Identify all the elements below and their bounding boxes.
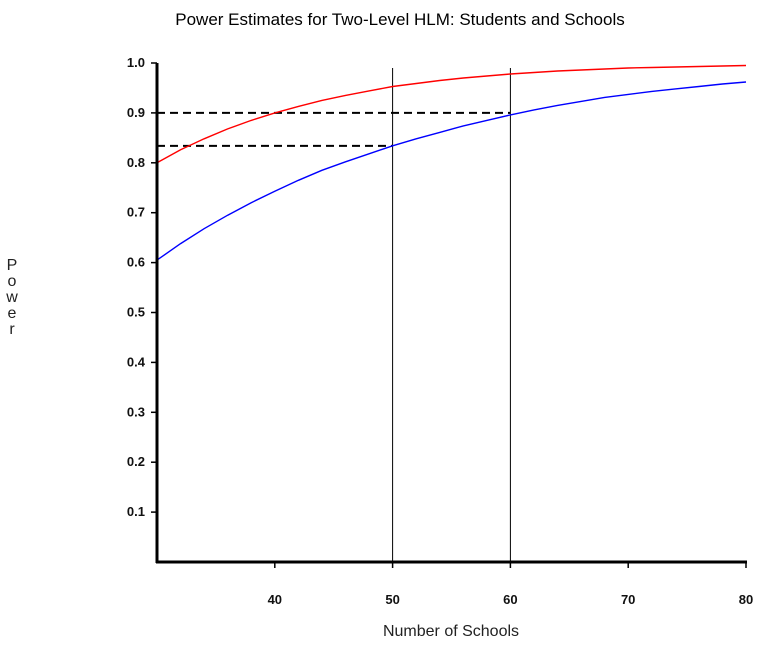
x-axis-ticks: 40 50 60 70 80 [268, 562, 753, 607]
y-axis-label-char: e [8, 305, 17, 322]
y-tick-label: 0.3 [127, 404, 145, 419]
y-tick-label: 1.0 [127, 55, 145, 70]
y-tick-label: 0.9 [127, 105, 145, 120]
y-axis-label-char: o [8, 273, 17, 290]
y-tick-label: 0.4 [127, 354, 146, 369]
series-lines [156, 64, 747, 261]
chart-title: Power Estimates for Two-Level HLM: Stude… [175, 10, 624, 29]
reference-lines [157, 68, 511, 562]
axes [155, 63, 747, 564]
y-tick-label: 0.6 [127, 255, 145, 270]
y-tick-label: 0.2 [127, 454, 145, 469]
y-tick-label: 0.1 [127, 504, 145, 519]
y-axis-label-char: P [7, 257, 18, 274]
y-axis-label-char: w [5, 289, 18, 306]
series-line-1 [156, 64, 747, 164]
y-axis-label-char: r [9, 321, 15, 338]
x-axis-label: Number of Schools [383, 623, 519, 640]
x-tick-label: 50 [385, 592, 399, 607]
x-tick-label: 60 [503, 592, 517, 607]
x-tick-label: 70 [621, 592, 635, 607]
series-line-2 [156, 81, 747, 261]
y-axis-ticks: 0.1 0.2 0.3 0.4 0.5 0.6 0.7 0.8 0.9 1.0 [127, 55, 157, 519]
y-tick-label: 0.5 [127, 305, 145, 320]
x-tick-label: 40 [268, 592, 282, 607]
y-tick-label: 0.8 [127, 155, 145, 170]
y-tick-label: 0.7 [127, 205, 145, 220]
x-tick-label: 80 [739, 592, 753, 607]
